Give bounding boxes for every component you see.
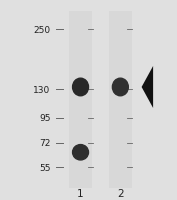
Text: 95: 95 [39,114,50,123]
Text: 130: 130 [33,85,50,94]
Text: 250: 250 [33,26,50,35]
Bar [109,12,132,188]
Text: 2: 2 [117,188,124,198]
Ellipse shape [73,79,88,96]
Bar [69,12,92,188]
Ellipse shape [73,145,88,160]
Text: 55: 55 [39,163,50,172]
Text: 1: 1 [77,188,84,198]
Polygon shape [142,67,153,108]
Ellipse shape [112,79,128,96]
Text: 72: 72 [39,139,50,148]
